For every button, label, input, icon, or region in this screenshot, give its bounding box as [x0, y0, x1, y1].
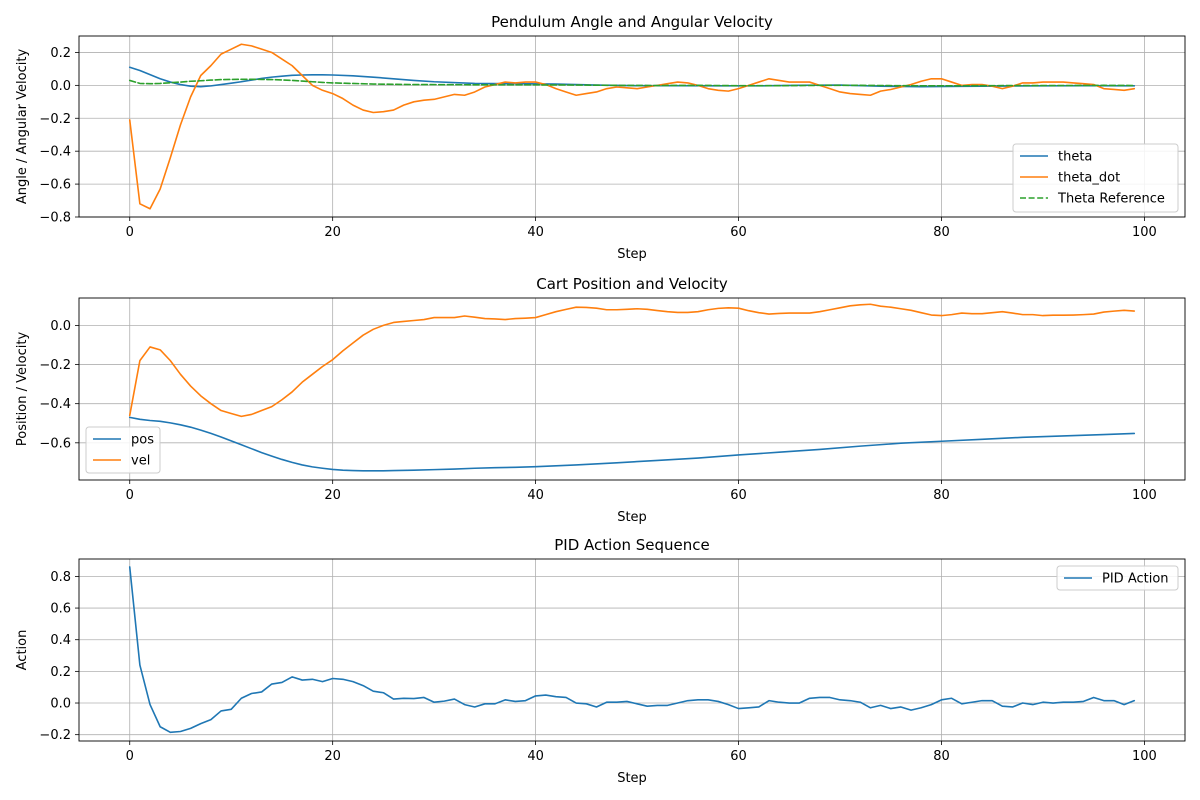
chart-title: PID Action Sequence	[554, 536, 710, 554]
legend-box	[1012, 143, 1179, 213]
x-tick-label: 20	[324, 749, 341, 764]
legend-label: PID Action	[1102, 572, 1169, 587]
legend: pos vel	[85, 426, 161, 474]
x-axis-label: Step	[617, 247, 647, 262]
x-tick-label: 40	[527, 488, 544, 503]
x-tick-label: 20	[324, 488, 341, 503]
x-tick-label: 80	[933, 749, 950, 764]
x-tick-label: 20	[324, 225, 341, 240]
legend-label: pos	[131, 433, 154, 448]
grid	[79, 559, 1185, 741]
y-tick-label: 0.0	[50, 79, 71, 94]
x-tick-label: 80	[933, 488, 950, 503]
x-tick-label: 60	[730, 749, 747, 764]
y-tick-label: 0.0	[50, 697, 71, 712]
x-tick-label: 0	[126, 225, 134, 240]
series-line-theta	[128, 66, 1136, 88]
axes-frame	[78, 558, 1186, 742]
y-tick-label: 0.2	[50, 46, 71, 61]
series-line-pos	[128, 416, 1136, 472]
series-line-theta-reference	[128, 78, 1136, 87]
legend-label: theta	[1058, 150, 1092, 165]
chart-panel-1: 0 20 40 60 80 100 −0.8 −0.6 −0.4 −0.2 0.0 0.2 Pendul…	[15, 13, 1186, 262]
y-tick-label: 0.2	[50, 665, 71, 680]
legend: PID Action	[1056, 565, 1179, 591]
series-line-theta-dot	[128, 43, 1136, 210]
chart-title: Cart Position and Velocity	[536, 275, 728, 293]
legend: theta theta_dot Theta Reference	[1012, 143, 1179, 213]
axes-frame	[78, 297, 1186, 481]
y-axis-label: Action	[15, 630, 30, 671]
y-tick-label: −0.6	[39, 178, 71, 193]
y-tick-label: −0.4	[39, 397, 71, 412]
x-tick-label: 100	[1132, 225, 1157, 240]
y-tick-label: 0.6	[50, 602, 71, 617]
y-tick-label: −0.2	[39, 728, 71, 743]
y-tick-label: −0.2	[39, 112, 71, 127]
grid	[79, 298, 1185, 480]
legend-box	[1056, 565, 1179, 591]
chart-panel-2: 0 20 40 60 80 100 −0.6 −0.4 −0.2 0.0 Cart Position…	[15, 275, 1186, 525]
x-tick-label: 40	[527, 749, 544, 764]
x-tick-label: 100	[1132, 749, 1157, 764]
x-tick-label: 60	[730, 488, 747, 503]
x-axis-label: Step	[617, 510, 647, 525]
series-line-vel	[128, 303, 1136, 418]
y-tick-label: −0.8	[39, 211, 71, 226]
y-axis-label: Angle / Angular Velocity	[15, 49, 30, 205]
chart-panel-3: 0 20 40 60 80 100 −0.2 0.0 0.2 0.4 0.6 0.8 PID Actio…	[15, 536, 1186, 786]
y-axis-label: Position / Velocity	[15, 332, 30, 447]
legend-label: vel	[131, 454, 150, 469]
x-axis-label: Step	[617, 771, 647, 786]
y-tick-label: 0.0	[50, 319, 71, 334]
x-tick-label: 0	[126, 488, 134, 503]
x-tick-label: 40	[527, 225, 544, 240]
y-tick-label: −0.4	[39, 145, 71, 160]
y-tick-label: −0.2	[39, 358, 71, 373]
chart-title: Pendulum Angle and Angular Velocity	[491, 13, 773, 31]
legend-label: Theta Reference	[1057, 192, 1165, 207]
y-tick-label: 0.8	[50, 570, 71, 585]
x-tick-label: 80	[933, 225, 950, 240]
series-line-pid-action	[128, 566, 1136, 734]
y-tick-label: −0.6	[39, 436, 71, 451]
axes-frame	[78, 35, 1186, 218]
x-tick-label: 60	[730, 225, 747, 240]
x-tick-label: 100	[1132, 488, 1157, 503]
legend-label: theta_dot	[1058, 171, 1120, 186]
y-tick-label: 0.4	[50, 633, 71, 648]
x-tick-label: 0	[126, 749, 134, 764]
